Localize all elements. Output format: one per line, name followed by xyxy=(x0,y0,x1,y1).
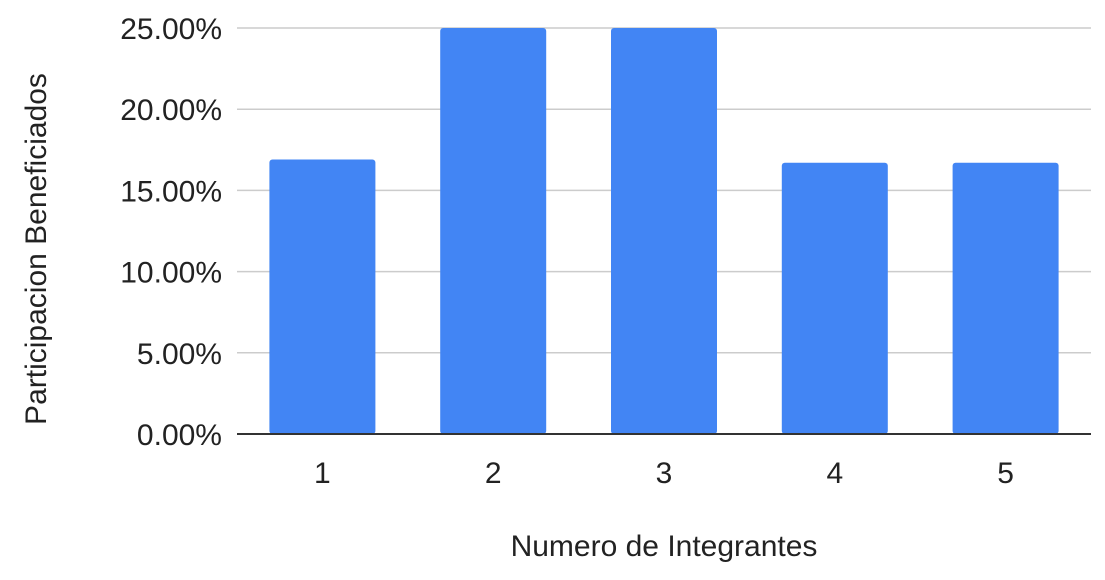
bar xyxy=(952,162,1059,435)
bar xyxy=(440,28,547,434)
x-axis-ticks: 1 2 3 4 5 xyxy=(314,457,1014,490)
y-tick-label: 0.00% xyxy=(137,419,222,452)
y-tick-label: 5.00% xyxy=(137,338,222,371)
x-axis-title: Numero de Integrantes xyxy=(511,530,818,563)
bar xyxy=(269,159,376,434)
x-tick-label: 4 xyxy=(826,457,843,490)
x-tick-label: 3 xyxy=(656,457,673,490)
bar xyxy=(611,28,717,434)
x-tick-label: 5 xyxy=(997,457,1014,490)
bar xyxy=(781,162,888,435)
y-tick-label: 15.00% xyxy=(120,175,222,208)
y-tick-label: 20.00% xyxy=(120,94,222,127)
x-tick-label: 2 xyxy=(485,457,502,490)
y-axis-ticks: 0.00% 5.00% 10.00% 15.00% 20.00% 25.00% xyxy=(120,13,222,452)
y-tick-label: 10.00% xyxy=(120,257,222,290)
x-tick-label: 1 xyxy=(314,457,331,490)
y-axis-title: Participacion Beneficiados xyxy=(20,73,53,425)
bars xyxy=(269,28,1059,435)
y-tick-label: 25.00% xyxy=(120,13,222,46)
